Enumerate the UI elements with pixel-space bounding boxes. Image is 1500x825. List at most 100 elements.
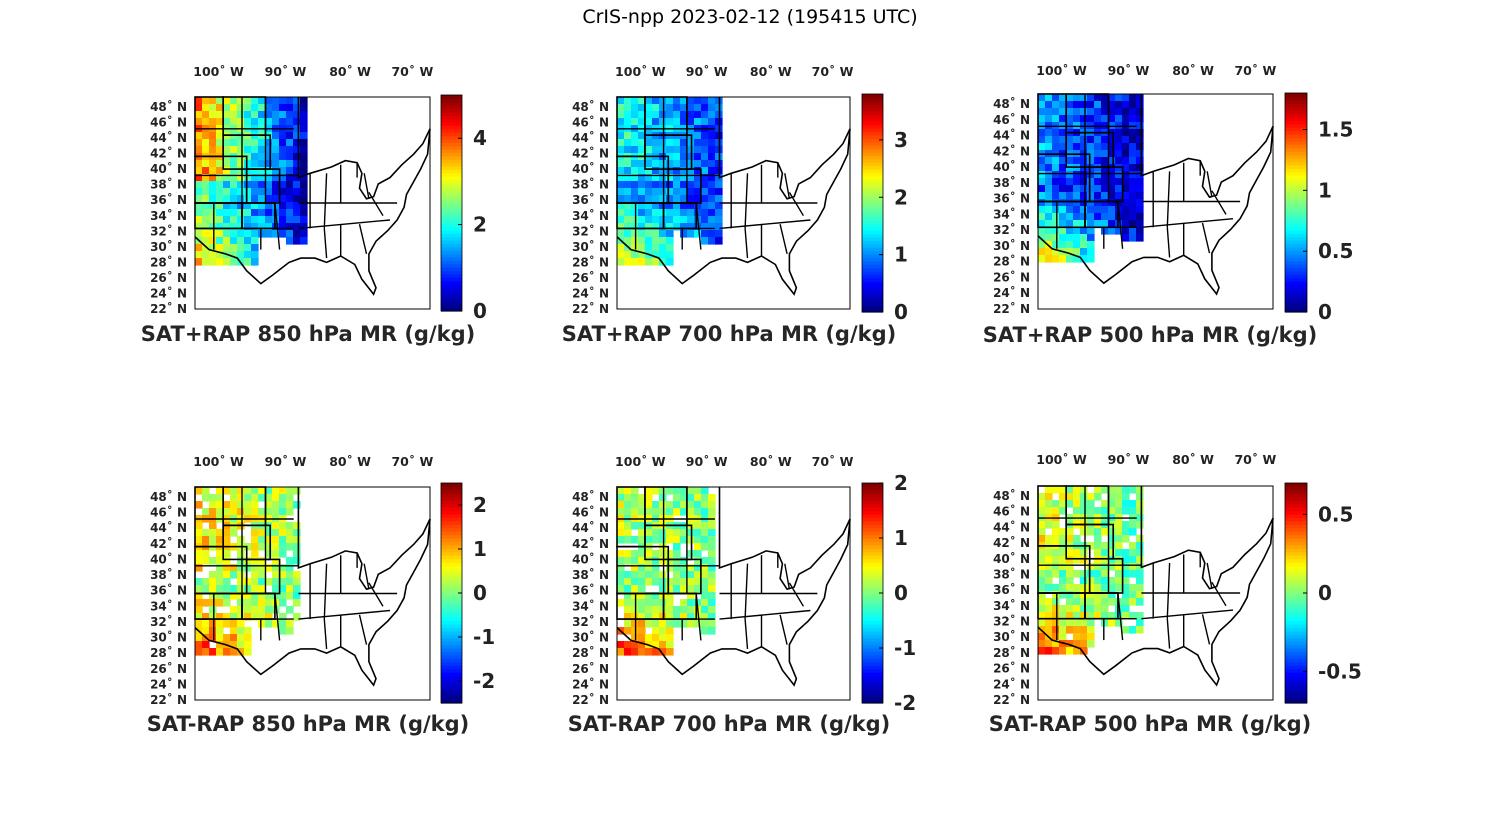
lat-label: 26˚ N <box>993 661 1030 676</box>
colorbar-tick-label: 3 <box>894 128 908 152</box>
lon-label: 90˚ W <box>1108 63 1150 78</box>
lat-label: 32˚ N <box>150 614 187 629</box>
lat-label: 30˚ N <box>993 238 1030 253</box>
colorbar-tick-label: 0.5 <box>1318 239 1353 263</box>
swath-field <box>1038 94 1144 263</box>
colorbar-tick-label: 1 <box>894 526 908 550</box>
lat-label: 40˚ N <box>993 551 1030 566</box>
lat-label: 28˚ N <box>572 254 609 269</box>
lat-label: 36˚ N <box>993 582 1030 597</box>
lat-label: 36˚ N <box>993 191 1030 206</box>
lat-label: 34˚ N <box>150 598 187 613</box>
lon-label: 70˚ W <box>812 64 854 79</box>
map-panel-sat-rap-sum-700: 100˚ W 90˚ W 80˚ W 70˚ W 48˚ N46˚ N44˚ N42˚ … <box>562 64 908 346</box>
lat-label: 34˚ N <box>572 208 609 223</box>
lat-label: 46˚ N <box>572 115 609 130</box>
lat-label: 28˚ N <box>150 645 187 660</box>
colorbar-tick-label: -2 <box>473 669 495 693</box>
lat-label: 46˚ N <box>993 112 1030 127</box>
lat-label: 38˚ N <box>150 567 187 582</box>
lat-label: 22˚ N <box>572 692 609 707</box>
coastline <box>616 487 851 687</box>
swath-field <box>617 97 723 266</box>
state-borders <box>616 486 818 649</box>
lat-label: 22˚ N <box>572 301 609 316</box>
lat-label: 28˚ N <box>993 645 1030 660</box>
lon-label: 100˚ W <box>615 64 666 79</box>
lat-label: 30˚ N <box>572 630 609 645</box>
lat-label: 32˚ N <box>150 223 187 238</box>
colorbar-tick-label: 0 <box>894 300 908 324</box>
lat-label: 40˚ N <box>993 159 1030 174</box>
lat-label: 36˚ N <box>572 192 609 207</box>
colorbar-tick-label: 2 <box>473 493 487 517</box>
lat-label: 22˚ N <box>993 301 1030 316</box>
lat-label: 40˚ N <box>150 551 187 566</box>
lat-label: 44˚ N <box>150 130 187 145</box>
lat-label: 28˚ N <box>993 254 1030 269</box>
lat-label: 30˚ N <box>150 630 187 645</box>
lon-label: 100˚ W <box>1036 452 1087 467</box>
swath-field <box>195 97 308 266</box>
colorbar: 0 2 4 <box>440 94 487 323</box>
lat-label: 30˚ N <box>150 239 187 254</box>
lat-label: 26˚ N <box>150 661 187 676</box>
map-panel-sat-rap-sum-850: 100˚ W 90˚ W 80˚ W 70˚ W 48˚ N46˚ N44˚ N42˚ … <box>141 64 487 346</box>
lat-label: 36˚ N <box>572 583 609 598</box>
lat-label: 24˚ N <box>572 676 609 691</box>
lon-label: 100˚ W <box>193 454 244 469</box>
lon-label: 80˚ W <box>329 454 371 469</box>
lat-label: 32˚ N <box>572 614 609 629</box>
lat-label: 48˚ N <box>993 96 1030 111</box>
lat-label: 24˚ N <box>993 285 1030 300</box>
lat-label: 44˚ N <box>993 519 1030 534</box>
lat-label: 24˚ N <box>150 285 187 300</box>
lon-label: 70˚ W <box>391 64 433 79</box>
lat-label: 44˚ N <box>150 520 187 535</box>
lat-label: 48˚ N <box>993 488 1030 503</box>
lat-label: 30˚ N <box>993 629 1030 644</box>
lat-label: 24˚ N <box>150 676 187 691</box>
colorbar-tick-label: -0.5 <box>1318 660 1362 684</box>
coastline <box>616 97 851 296</box>
lat-label: 22˚ N <box>150 301 187 316</box>
lat-label: 46˚ N <box>993 504 1030 519</box>
map-panel-sat-rap-diff-850: 100˚ W 90˚ W 80˚ W 70˚ W 48˚ N46˚ N44˚ N42˚ … <box>147 454 495 736</box>
lat-label: 48˚ N <box>150 489 187 504</box>
coastline <box>194 97 431 296</box>
lat-label: 34˚ N <box>572 598 609 613</box>
panel-title: SAT-RAP 500 hPa MR (g/kg) <box>989 712 1312 736</box>
colorbar-tick-label: -1 <box>894 636 916 660</box>
lon-label: 100˚ W <box>1036 63 1087 78</box>
lat-label: 38˚ N <box>150 177 187 192</box>
lat-label: 46˚ N <box>572 505 609 520</box>
panel-title: SAT+RAP 700 hPa MR (g/kg) <box>562 322 896 346</box>
lon-label: 100˚ W <box>193 64 244 79</box>
map-panel-sat-rap-sum-500: 100˚ W 90˚ W 80˚ W 70˚ W 48˚ N46˚ N44˚ N42˚ … <box>983 63 1354 347</box>
lat-label: 46˚ N <box>150 505 187 520</box>
colorbar-tick-label: 1 <box>1318 178 1332 202</box>
colorbar-tick-label: 1.5 <box>1318 118 1353 142</box>
lat-label: 42˚ N <box>572 146 609 161</box>
lon-label: 100˚ W <box>615 454 666 469</box>
lat-label: 24˚ N <box>572 285 609 300</box>
colorbar-tick-label: 0 <box>1318 581 1332 605</box>
colorbar-tick-label: 1 <box>473 537 487 561</box>
state-borders <box>194 96 398 259</box>
colorbar-tick-label: 2 <box>473 213 487 237</box>
lat-label: 26˚ N <box>572 270 609 285</box>
lat-label: 40˚ N <box>150 161 187 176</box>
colorbar-tick-label: 2 <box>894 471 908 495</box>
swath-field <box>195 487 301 656</box>
lon-label: 90˚ W <box>265 454 307 469</box>
lat-label: 40˚ N <box>572 161 609 176</box>
colorbar-tick-label: -2 <box>894 691 916 715</box>
lat-label: 36˚ N <box>150 583 187 598</box>
lat-label: 26˚ N <box>572 661 609 676</box>
lat-label: 40˚ N <box>572 551 609 566</box>
lat-label: 44˚ N <box>572 520 609 535</box>
map-panel-sat-rap-diff-500: 100˚ W 90˚ W 80˚ W 70˚ W 48˚ N46˚ N44˚ N42˚ … <box>989 452 1362 736</box>
lat-label: 48˚ N <box>150 99 187 114</box>
swath-field <box>1038 486 1144 655</box>
